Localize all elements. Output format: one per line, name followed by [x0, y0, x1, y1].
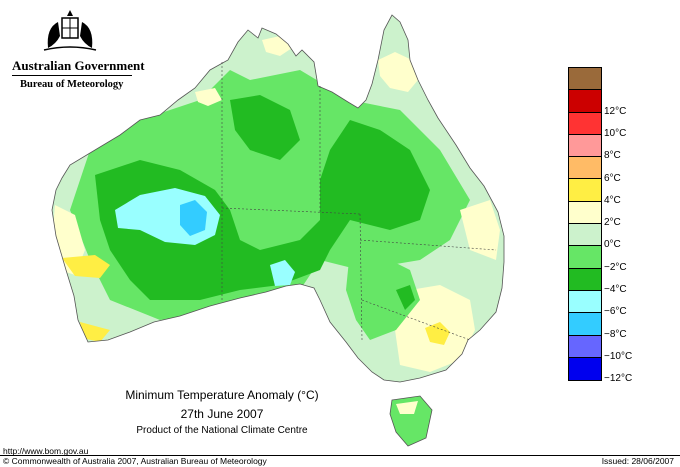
government-name: Australian Government: [12, 58, 145, 73]
legend-label: 4°C: [604, 194, 621, 206]
footer-divider: [0, 455, 680, 456]
legend-swatch: [569, 90, 601, 113]
bureau-name: Bureau of Meteorology: [20, 79, 124, 90]
legend-swatch: [569, 201, 601, 225]
map-date: 27th June 2007: [180, 407, 264, 421]
issued-date: Issued: 28/06/2007: [601, 456, 674, 466]
legend-label: 0°C: [604, 239, 621, 251]
legend-label: −4°C: [604, 284, 627, 295]
legend-label: −2°C: [604, 261, 627, 273]
product-credit: Product of the National Climate Centre: [136, 425, 308, 436]
header-divider: [12, 75, 132, 76]
legend-label: 8°C: [604, 150, 621, 162]
legend-label: −6°C: [604, 306, 627, 318]
legend-label: −10°C: [604, 350, 633, 362]
legend-label: 6°C: [604, 172, 621, 184]
legend-swatch: [569, 357, 601, 381]
legend-swatch: [569, 246, 601, 269]
legend-swatch: [569, 112, 601, 135]
legend-label: 2°C: [604, 217, 621, 229]
coat-of-arms-icon: [43, 10, 97, 51]
legend-label: 12°C: [604, 105, 627, 117]
legend-swatch: [569, 268, 601, 291]
map-title: Minimum Temperature Anomaly (°C): [125, 388, 319, 402]
legend-swatch: [569, 335, 601, 358]
footer-copyright: © Commonwealth of Australia 2007, Austra…: [3, 456, 267, 466]
legend-label: −12°C: [604, 373, 633, 385]
legend-swatch: [569, 157, 601, 180]
legend-swatch: [569, 179, 601, 202]
legend-swatch: [569, 134, 601, 158]
legend-swatch: [569, 224, 601, 247]
legend-colorbar: [568, 67, 602, 382]
legend-swatch: [569, 313, 601, 336]
legend-label: 10°C: [604, 127, 627, 139]
footer-url[interactable]: http://www.bom.gov.au: [3, 446, 89, 456]
legend-label: −8°C: [604, 328, 627, 340]
legend-swatch: [569, 68, 601, 91]
legend-swatch: [569, 290, 601, 314]
